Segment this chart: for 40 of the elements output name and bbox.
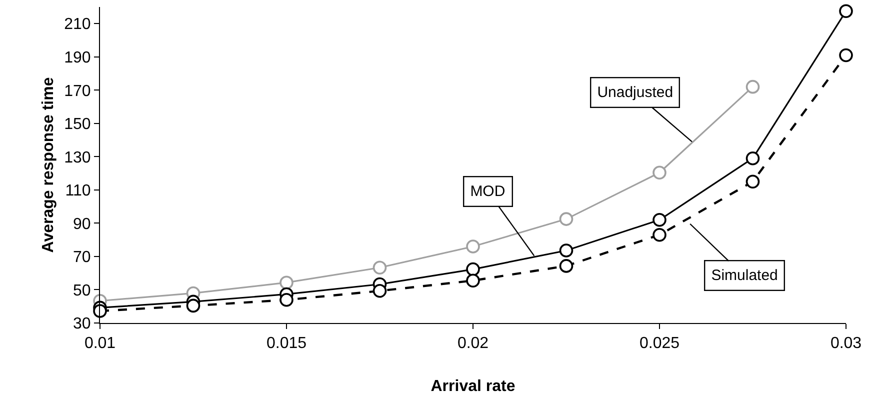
y-tick-label: 30 — [73, 316, 91, 333]
point — [746, 151, 760, 166]
y-tick-label: 70 — [73, 249, 91, 266]
point — [839, 48, 853, 62]
x-tick-label: 0.01 — [84, 335, 116, 352]
y-tick-label: 90 — [73, 216, 91, 233]
point — [280, 292, 294, 307]
point — [559, 212, 574, 226]
y-tick-label: 170 — [64, 82, 91, 100]
x-tick-label: 0.025 — [639, 335, 680, 352]
point — [559, 259, 574, 273]
y-axis-title: Average response time — [40, 77, 57, 253]
point — [652, 228, 666, 242]
point — [652, 166, 666, 180]
point — [93, 304, 107, 318]
point — [746, 174, 760, 189]
point — [372, 284, 387, 298]
point — [746, 80, 760, 94]
point — [839, 4, 853, 18]
annotation: Simulated — [711, 267, 778, 284]
x-axis-title: Arrival rate — [430, 378, 516, 395]
point — [280, 276, 294, 290]
point — [186, 298, 200, 313]
point — [652, 212, 666, 227]
y-tick-label: 110 — [65, 182, 91, 200]
point — [559, 244, 574, 258]
y-tick-label: 190 — [64, 49, 91, 66]
y-tick-label: 210 — [64, 16, 91, 34]
point — [372, 260, 387, 275]
annotation: Unadjusted — [597, 84, 674, 102]
y-tick-label: 130 — [64, 149, 91, 166]
point — [466, 274, 480, 288]
point — [466, 240, 480, 254]
annotation: MOD — [470, 183, 506, 200]
x-tick-label: 0.02 — [457, 335, 489, 352]
y-tick-label: 50 — [73, 282, 91, 300]
y-tick-label: 150 — [64, 116, 91, 134]
x-tick-label: 0.03 — [830, 335, 862, 352]
point — [466, 262, 480, 276]
x-tick-label: 0.015 — [266, 335, 307, 352]
